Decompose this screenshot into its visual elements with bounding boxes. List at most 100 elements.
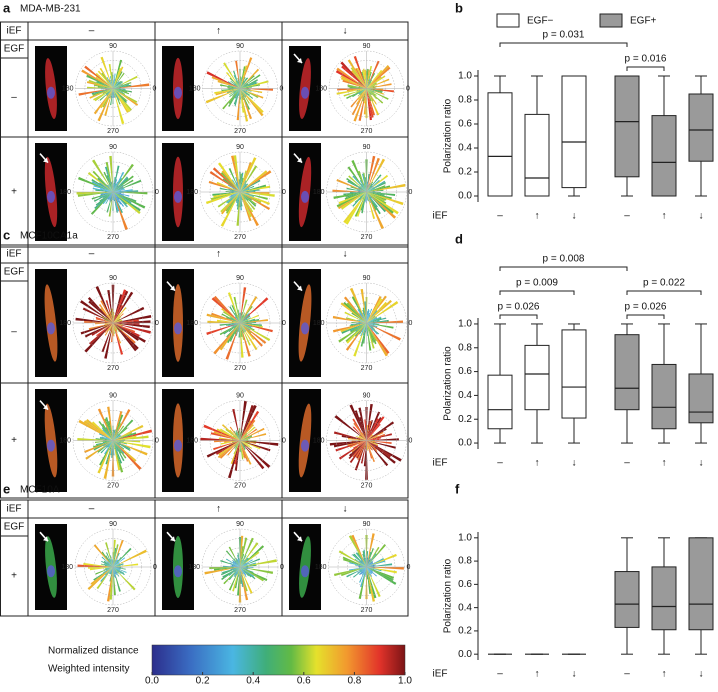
rose-wedge xyxy=(240,567,249,601)
rose-wedge xyxy=(341,65,367,89)
rose-wedge xyxy=(113,544,119,567)
rose-wedge xyxy=(238,88,240,97)
rose-wedge xyxy=(100,300,113,323)
rose-wedge xyxy=(228,88,240,104)
rose-wedge xyxy=(210,192,240,201)
rose-wedge xyxy=(366,83,392,89)
rose-wedge xyxy=(225,558,240,567)
rose-wedge xyxy=(366,298,383,323)
rose-wedge xyxy=(113,567,122,574)
rose-wedge xyxy=(240,440,279,446)
rose-wedge xyxy=(240,192,242,211)
rose-wedge xyxy=(77,176,113,192)
rose-wedge xyxy=(113,567,122,569)
rose-wedge xyxy=(86,74,113,89)
rose-wedge xyxy=(364,440,367,449)
rose-wedge xyxy=(240,183,247,192)
column-header: – xyxy=(89,504,95,515)
rose-wedge xyxy=(341,435,367,441)
rose-wedge xyxy=(113,559,118,567)
rose-wedge xyxy=(332,189,367,192)
rose-wedge xyxy=(366,323,369,332)
rose-wedge xyxy=(366,64,390,89)
polar-label: 90 xyxy=(236,275,244,282)
rose-wedge xyxy=(240,88,264,113)
egf-header: EGF xyxy=(4,522,25,533)
rose-wedge xyxy=(240,192,255,198)
rose-wedge xyxy=(366,560,386,567)
rose-wedge xyxy=(113,563,139,567)
rose-wedge xyxy=(364,177,367,192)
rose-wedge xyxy=(105,440,113,465)
x-axis-label: iEF xyxy=(433,669,448,680)
row-header: – xyxy=(11,327,17,338)
rose-wedge xyxy=(98,304,113,323)
rose-wedge xyxy=(366,561,374,567)
rose-wedge xyxy=(113,423,122,441)
box xyxy=(524,113,550,197)
rose-wedge xyxy=(366,434,374,441)
rose-wedge xyxy=(113,188,125,192)
rose-wedge xyxy=(225,71,240,89)
rose-wedge xyxy=(240,562,256,567)
rose-wedge xyxy=(365,440,367,449)
p-value: p = 0.022 xyxy=(643,278,685,289)
polar-label: 90 xyxy=(236,144,244,151)
rose-wedge xyxy=(240,314,251,323)
rose-wedge xyxy=(105,427,113,441)
rose-wedge xyxy=(214,440,240,443)
x-tick-label: ↓ xyxy=(572,669,577,680)
rose-wedge xyxy=(240,177,244,192)
rose-wedge xyxy=(366,323,401,341)
rose-wedge xyxy=(110,79,113,89)
rose-wedge xyxy=(113,179,142,192)
rose-wedge xyxy=(101,436,113,441)
rose-wedge xyxy=(113,440,141,443)
rose-wedge xyxy=(240,192,257,207)
rose-wedge xyxy=(366,437,381,441)
rose-wedge xyxy=(240,183,247,192)
rose-wedge xyxy=(103,171,113,192)
box xyxy=(487,92,513,197)
rose-wedge xyxy=(113,323,139,350)
rose-wedge xyxy=(95,318,113,323)
rose-wedge xyxy=(113,313,120,323)
cell-nucleus xyxy=(301,190,309,203)
rose-wedge xyxy=(362,550,367,567)
rose-wedge xyxy=(109,76,113,89)
rose-wedge xyxy=(240,440,251,444)
rose-wedge xyxy=(362,323,367,344)
rose-wedge xyxy=(366,88,380,116)
rose-wedge xyxy=(240,165,258,192)
row-header: + xyxy=(11,187,17,198)
rose-wedge xyxy=(240,88,264,117)
rose-wedge xyxy=(366,440,379,446)
rose-wedge xyxy=(101,323,113,353)
rose-wedge xyxy=(240,172,244,192)
rose-wedge xyxy=(113,323,137,352)
rose-wedge xyxy=(240,75,255,89)
rose-wedge xyxy=(366,183,373,192)
rose-wedge xyxy=(93,88,113,115)
rose-wedge xyxy=(95,323,113,325)
rose-wedge xyxy=(113,88,125,125)
polar-label: 90 xyxy=(363,275,371,282)
rose-wedge xyxy=(240,192,257,206)
y-tick-label: 0.4 xyxy=(458,390,472,401)
rose-plot xyxy=(75,50,151,127)
rose-wedge xyxy=(366,416,385,441)
egf-header: EGF xyxy=(4,267,25,278)
rose-wedge xyxy=(343,558,367,567)
rose-wedge xyxy=(358,86,367,89)
panel-letter: e xyxy=(3,481,10,496)
rose-wedge xyxy=(240,555,247,567)
panel-letter: c xyxy=(3,227,10,242)
rose-wedge xyxy=(113,440,124,473)
rose-wedge xyxy=(113,190,139,192)
rose-wedge xyxy=(240,323,252,334)
rose-wedge xyxy=(240,551,260,567)
rose-wedge xyxy=(366,82,372,89)
significance-bracket xyxy=(499,42,628,47)
rose-wedge xyxy=(108,79,113,89)
rose-wedge xyxy=(240,299,248,323)
